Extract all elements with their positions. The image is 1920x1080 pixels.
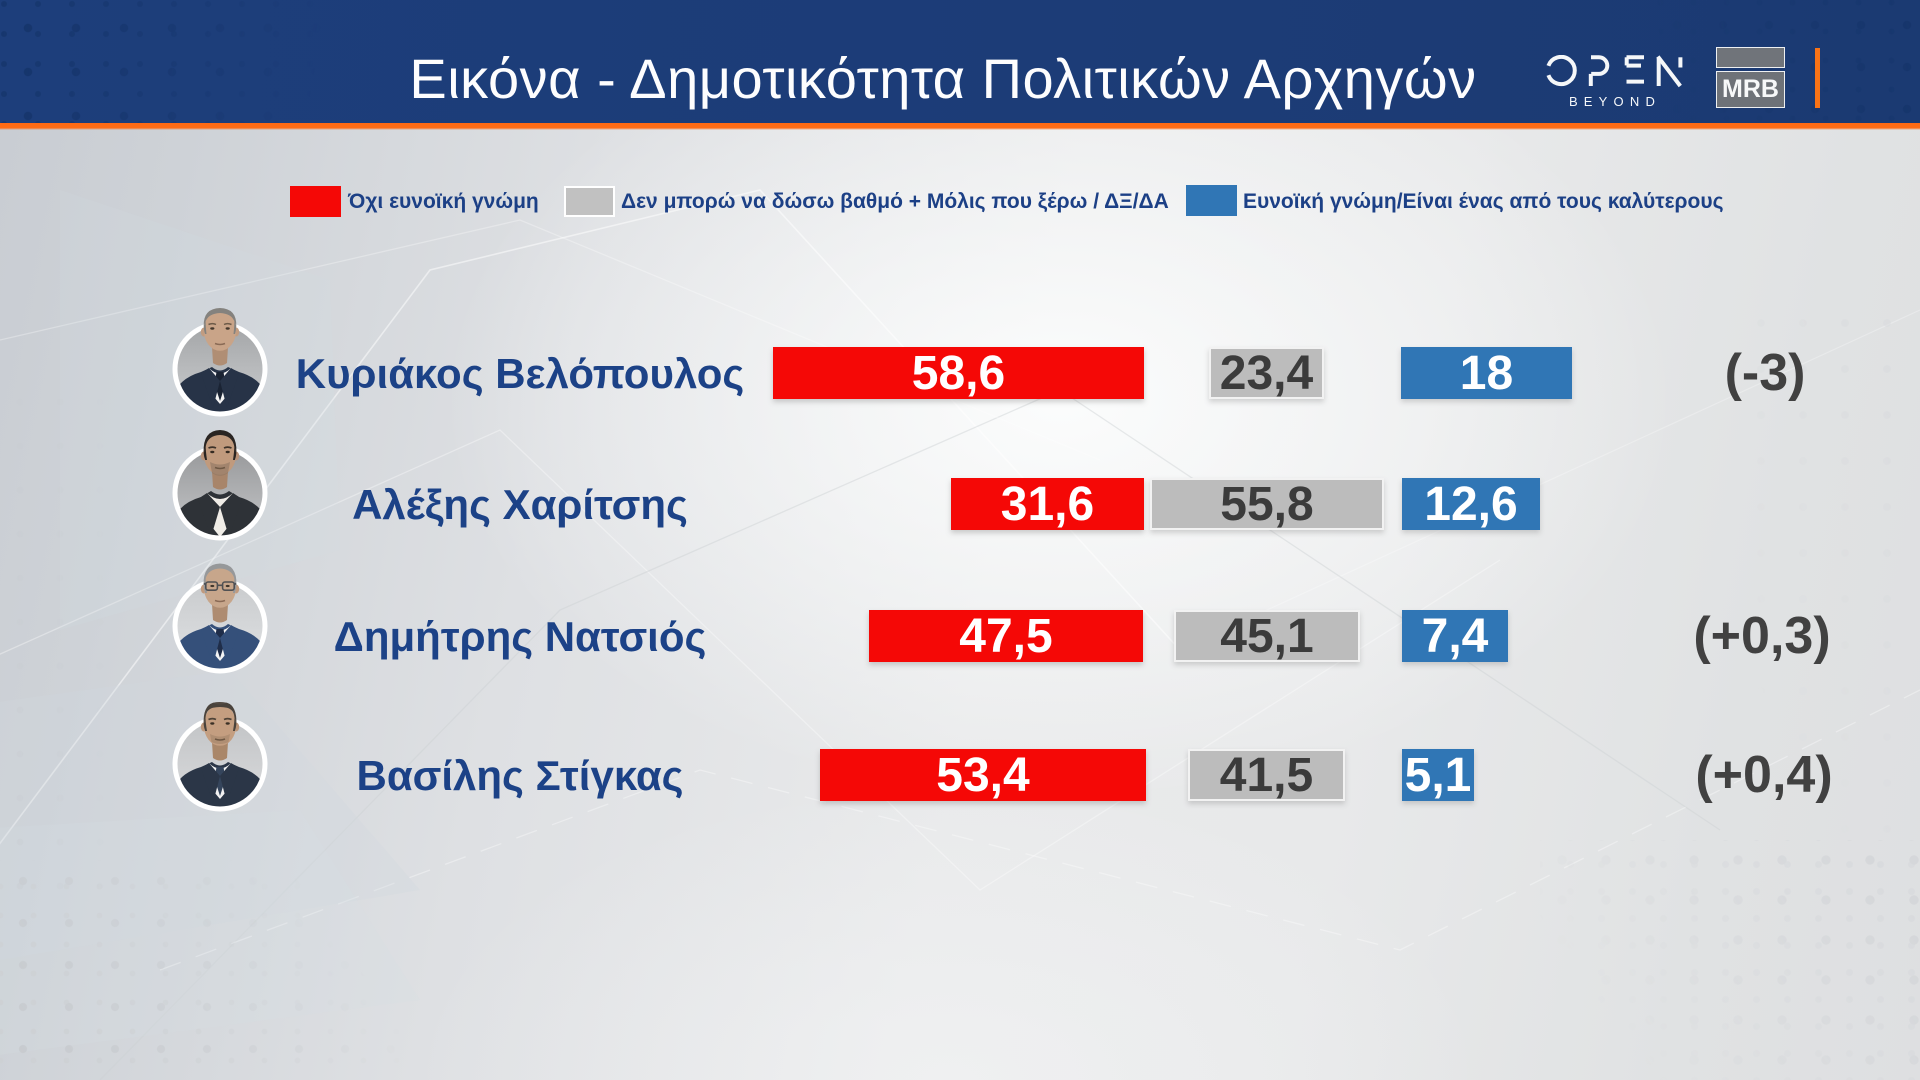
svg-text:BEYOND: BEYOND xyxy=(1569,94,1661,109)
